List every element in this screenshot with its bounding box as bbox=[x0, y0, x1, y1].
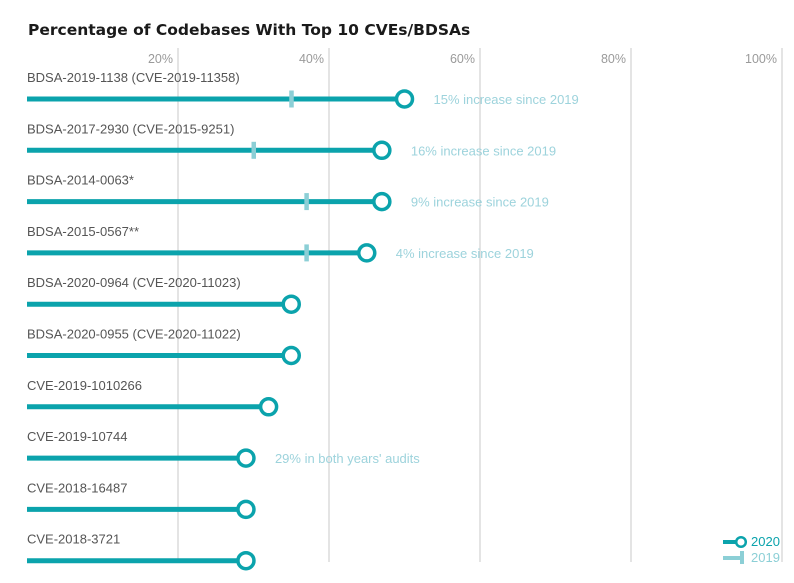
legend-label-2019: 2019 bbox=[751, 550, 780, 565]
tick-label-100: 100% bbox=[745, 52, 777, 66]
legend-label-2020: 2020 bbox=[751, 534, 780, 549]
dot-2020 bbox=[372, 140, 392, 161]
dot-2020 bbox=[372, 191, 392, 212]
chart-title: Percentage of Codebases With Top 10 CVEs… bbox=[28, 21, 470, 39]
tick-label-40: 40% bbox=[299, 52, 324, 66]
tick-label-80: 80% bbox=[601, 52, 626, 66]
legend-item-2020: 2020 bbox=[723, 534, 780, 549]
dot-2020 bbox=[357, 243, 377, 263]
marker-2019 bbox=[251, 141, 256, 159]
marker-2019 bbox=[304, 193, 309, 211]
marker-2019 bbox=[289, 90, 294, 108]
category-label: CVE-2019-1010266 bbox=[27, 378, 142, 393]
category-label: BDSA-2019-1138 (CVE-2019-11358) bbox=[27, 70, 240, 85]
legend-marker-2019 bbox=[740, 551, 744, 564]
dot-2020 bbox=[258, 397, 279, 417]
dot-2020 bbox=[236, 550, 256, 571]
category-label: BDSA-2020-0964 (CVE-2020-11023) bbox=[27, 275, 241, 290]
dot-2020 bbox=[236, 448, 256, 468]
category-label: BDSA-2014-0063* bbox=[27, 173, 134, 188]
row-7: CVE-2019-1010266 bbox=[27, 378, 279, 417]
row-5: BDSA-2020-0964 (CVE-2020-11023) bbox=[27, 275, 301, 314]
row-9: CVE-2018-16487 bbox=[27, 480, 256, 520]
annotation: 4% increase since 2019 bbox=[396, 246, 534, 261]
annotation: 15% increase since 2019 bbox=[434, 92, 579, 107]
annotation: 9% increase since 2019 bbox=[411, 195, 549, 210]
data-rows: BDSA-2019-1138 (CVE-2019-11358) 15% incre… bbox=[27, 70, 579, 571]
category-label: BDSA-2015-0567** bbox=[27, 224, 139, 239]
marker-2019 bbox=[304, 244, 309, 262]
legend-dot-2020 bbox=[734, 535, 748, 549]
dot-2020 bbox=[281, 294, 301, 314]
gridlines bbox=[177, 48, 783, 562]
row-6: BDSA-2020-0955 (CVE-2020-11022) bbox=[27, 327, 301, 366]
dot-2020 bbox=[394, 89, 415, 109]
tick-label-60: 60% bbox=[450, 52, 475, 66]
row-2: BDSA-2017-2930 (CVE-2015-9251) 16% increa… bbox=[27, 121, 556, 161]
category-label: CVE-2019-10744 bbox=[27, 429, 127, 444]
legend-item-2019: 2019 bbox=[723, 550, 780, 565]
row-1: BDSA-2019-1138 (CVE-2019-11358) 15% incre… bbox=[27, 70, 579, 109]
annotation: 16% increase since 2019 bbox=[411, 143, 556, 158]
row-4: BDSA-2015-0567** 4% increase since 2019 bbox=[27, 224, 534, 263]
row-3: BDSA-2014-0063* 9% increase since 2019 bbox=[27, 173, 549, 212]
annotation: 29% in both years' audits bbox=[275, 451, 420, 466]
dot-2020 bbox=[281, 345, 301, 366]
category-label: CVE-2018-16487 bbox=[27, 480, 127, 495]
dot-2020 bbox=[236, 499, 256, 520]
row-10: CVE-2018-3721 bbox=[27, 532, 256, 571]
x-axis-ticks: 20% 40% 60% 80% 100% bbox=[148, 52, 777, 66]
row-8: CVE-2019-10744 29% in both years' audits bbox=[27, 429, 420, 468]
category-label: BDSA-2020-0955 (CVE-2020-11022) bbox=[27, 327, 241, 342]
tick-label-20: 20% bbox=[148, 52, 173, 66]
category-label: BDSA-2017-2930 (CVE-2015-9251) bbox=[27, 121, 234, 136]
category-label: CVE-2018-3721 bbox=[27, 532, 120, 547]
